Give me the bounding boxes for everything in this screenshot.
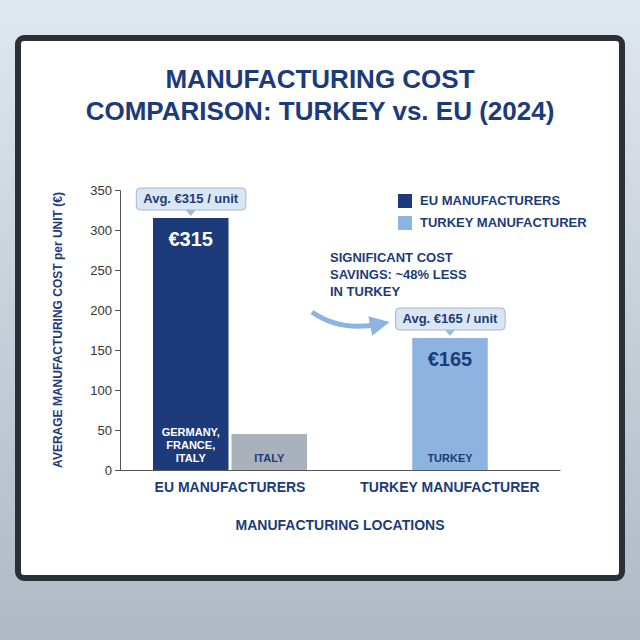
y-tick: 0	[105, 463, 120, 478]
text-line: SIGNIFICANT COST	[330, 250, 453, 265]
text-line: IN TURKEY	[330, 284, 400, 299]
y-tick: 150	[90, 343, 120, 358]
tick-label: 100	[90, 383, 112, 398]
bars	[153, 218, 488, 470]
callout-pointer	[445, 330, 455, 336]
text-line: GERMANY,	[162, 426, 220, 438]
x-axis-line	[121, 470, 561, 471]
annotation: SIGNIFICANT COST SAVINGS: ~48% LESS IN TUR…	[330, 250, 467, 299]
y-tick: 300	[90, 223, 120, 238]
y-tick: 350	[90, 183, 120, 198]
bar	[232, 434, 308, 470]
text-line: ITALY	[176, 452, 207, 464]
data-label: €315	[169, 228, 214, 250]
legend-label: EU MANUFACTURERS	[420, 193, 560, 208]
y-axis: 0 50 100 150 200 250 300 350	[90, 183, 120, 478]
y-tick: 200	[90, 303, 120, 318]
tick-label: 50	[98, 423, 112, 438]
callout: Avg. €315 / unit	[136, 188, 246, 216]
text-line: MANUFACTURING COST	[165, 64, 474, 94]
x-tick: EU MANUFACTURERS	[155, 470, 306, 495]
callout-box	[396, 308, 506, 330]
tick-label: 300	[90, 223, 112, 238]
tick-mark	[115, 350, 120, 351]
bar-category-label: GERMANY,FRANCE,ITALY	[162, 426, 220, 464]
legend-swatch	[398, 194, 412, 208]
text-line: SAVINGS: ~48% LESS	[330, 267, 467, 282]
tick-label: 250	[90, 263, 112, 278]
y-tick: 250	[90, 263, 120, 278]
text-line: COMPARISON: TURKEY vs. EU (2024)	[86, 96, 555, 126]
bar	[412, 338, 488, 470]
callout-box	[136, 188, 246, 210]
text-line: FRANCE,	[166, 439, 215, 451]
callout-text: Avg. €315 / unit	[143, 191, 239, 206]
tick-label: TURKEY MANUFACTURER	[360, 479, 539, 495]
y-axis-title: AVERAGE MANUFACTURING COST per UNIT (€)	[51, 192, 65, 468]
tick-label: 0	[105, 463, 112, 478]
callout-text: Avg. €165 / unit	[403, 311, 499, 326]
tick-label: EU MANUFACTURERS	[155, 479, 306, 495]
callout: Avg. €165 / unit	[396, 308, 506, 336]
tick-label: 350	[90, 183, 112, 198]
x-tick: TURKEY MANUFACTURER	[360, 470, 539, 495]
x-axis: EU MANUFACTURERS TURKEY MANUFACTURER	[121, 470, 561, 495]
y-tick: 50	[98, 423, 120, 438]
bar	[153, 218, 229, 470]
legend-swatch	[398, 216, 412, 230]
legend-label: TURKEY MANUFACTURER	[420, 215, 587, 230]
text-line: TURKEY	[427, 452, 473, 464]
bar-category-label: TURKEY	[427, 452, 473, 464]
tick-mark	[115, 430, 120, 431]
tick-mark	[115, 270, 120, 271]
bar-category-label: ITALY	[254, 452, 285, 464]
tick-mark	[115, 470, 120, 471]
arrow	[312, 312, 380, 326]
y-axis-line	[115, 191, 121, 471]
tick-label: 150	[90, 343, 112, 358]
tick-mark	[115, 310, 120, 311]
tick-mark	[115, 390, 120, 391]
y-tick: 100	[90, 383, 120, 398]
legend: EU MANUFACTURERS TURKEY MANUFACTURER	[398, 193, 587, 230]
x-axis-title: MANUFACTURING LOCATIONS	[236, 517, 445, 533]
bar-labels: GERMANY,FRANCE,ITALYITALYTURKEY€315€165	[162, 228, 474, 464]
chart-title: MANUFACTURING COSTCOMPARISON: TURKEY vs.…	[86, 64, 555, 126]
background	[0, 0, 640, 640]
tick-label: 200	[90, 303, 112, 318]
text-line: ITALY	[254, 452, 285, 464]
tick-mark	[115, 190, 120, 191]
callout-pointer	[186, 210, 196, 216]
chart-canvas: MANUFACTURING COSTCOMPARISON: TURKEY vs.…	[0, 0, 640, 640]
tick-mark	[115, 230, 120, 231]
screen	[18, 38, 622, 578]
data-label: €165	[428, 348, 473, 370]
